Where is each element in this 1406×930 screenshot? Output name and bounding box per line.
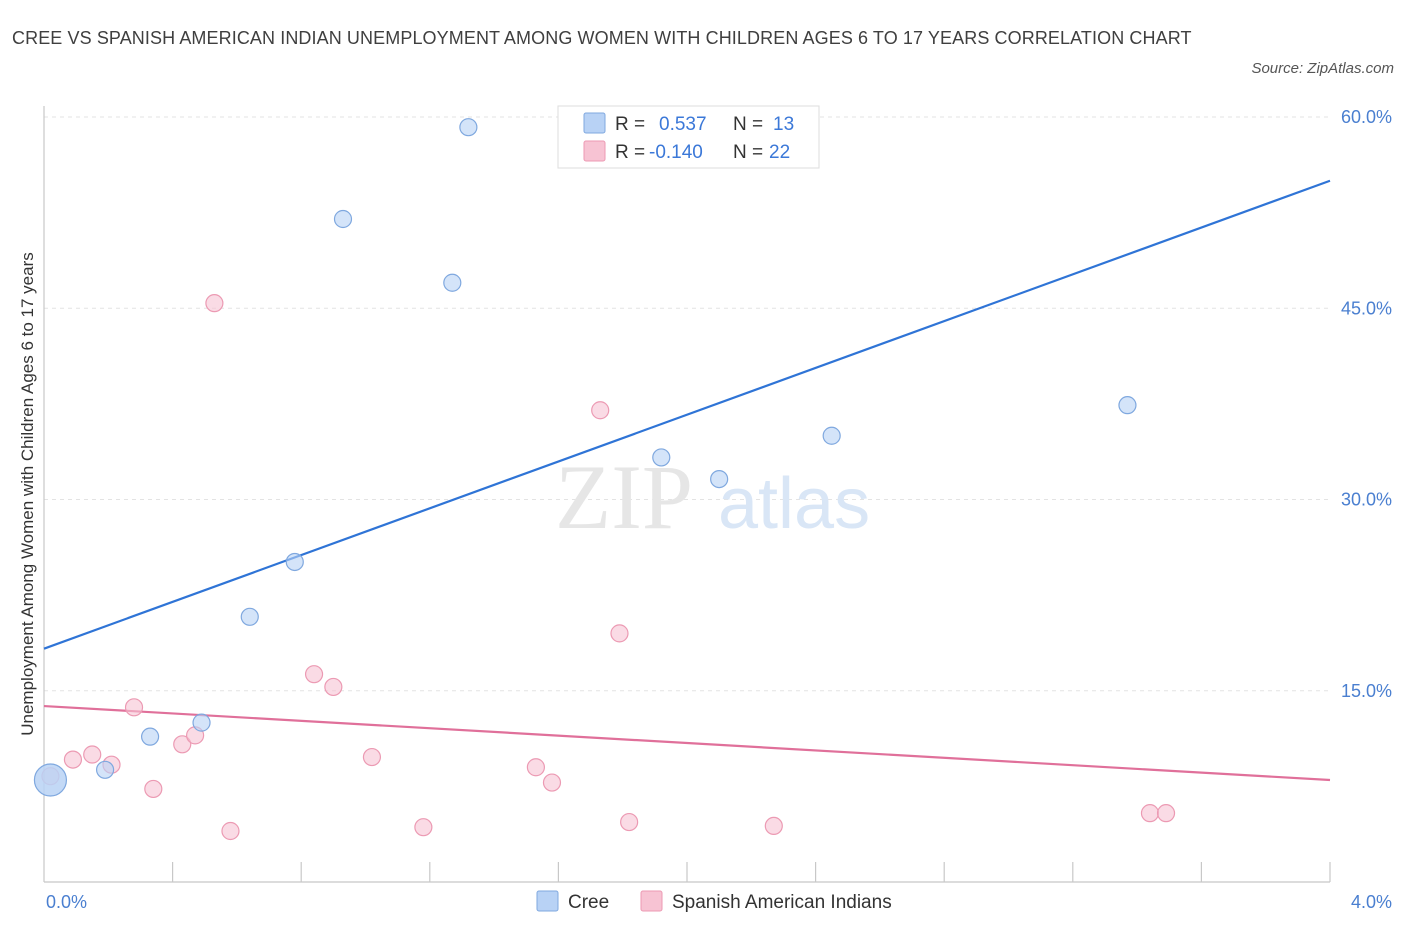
legend-r-label-spanish: R = [615, 142, 645, 163]
point-spanish-8 [205, 294, 224, 313]
source-label: Source: ZipAtlas.com [1251, 60, 1394, 77]
trend-line-spanish [43, 704, 1331, 782]
data-points [33, 118, 1176, 841]
point-cree-3 [192, 713, 211, 732]
watermark: ZIP atlas [555, 446, 870, 548]
point-spanish-6 [173, 735, 192, 754]
y-tick-labels: 15.0% 30.0% 45.0% 60.0% [1341, 107, 1392, 701]
point-cree-2 [140, 727, 160, 746]
point-spanish-20 [1140, 804, 1160, 823]
point-spanish-10 [304, 665, 324, 684]
point-cree-9 [652, 448, 671, 467]
legend-swatch-cree [583, 112, 606, 134]
bottom-legend-swatch-spanish [640, 890, 663, 912]
point-spanish-14 [526, 758, 545, 777]
chart-title: CREE VS SPANISH AMERICAN INDIAN UNEMPLOY… [12, 28, 1192, 48]
legend-n-label-cree: N = [733, 114, 763, 135]
legend-n-label-spanish: N = [733, 142, 763, 163]
point-spanish-15 [542, 773, 562, 792]
point-spanish-18 [620, 812, 639, 832]
point-spanish-21 [1156, 804, 1176, 823]
legend-box: R = 0.537 N = 13 R = -0.140 N = 22 [557, 105, 820, 169]
bottom-legend-label-spanish: Spanish American Indians [672, 892, 892, 913]
x-tick-labels: 0.0% 4.0% [46, 892, 1392, 912]
bottom-legend-swatch-cree [536, 890, 559, 912]
y-axis-title: Unemployment Among Women with Children A… [18, 252, 37, 736]
point-cree-8 [459, 118, 478, 137]
bottom-legend: Cree Spanish American Indians [536, 890, 892, 913]
watermark-zip: ZIP [555, 446, 693, 548]
x-tick-label-1: 4.0% [1351, 892, 1392, 912]
legend-r-label-cree: R = [615, 114, 645, 135]
point-spanish-12 [362, 747, 382, 767]
legend-r-value-spanish: -0.140 [649, 142, 703, 163]
point-spanish-2 [83, 745, 102, 764]
point-spanish-17 [610, 624, 629, 643]
trend-line-cree [43, 179, 1331, 650]
point-cree-12 [1118, 396, 1137, 415]
y-tick-label-3: 60.0% [1341, 107, 1392, 127]
point-spanish-4 [124, 698, 144, 717]
x-ticks [172, 862, 1331, 882]
legend-n-value-spanish: 22 [769, 142, 790, 163]
trend-lines [43, 179, 1331, 782]
bottom-legend-label-cree: Cree [568, 892, 609, 913]
point-spanish-13 [414, 818, 433, 837]
point-cree-4 [240, 607, 259, 626]
x-tick-label-0: 0.0% [46, 892, 87, 912]
watermark-atlas: atlas [718, 464, 870, 544]
point-cree-6 [333, 209, 353, 229]
point-spanish-5 [144, 779, 163, 799]
point-spanish-19 [764, 816, 783, 836]
point-spanish-11 [324, 677, 343, 697]
grid-lines [44, 116, 1330, 692]
legend-n-value-cree: 13 [773, 114, 794, 135]
point-cree-0 [33, 763, 68, 797]
y-tick-label-1: 30.0% [1341, 490, 1392, 510]
legend-r-value-cree: 0.537 [659, 114, 707, 135]
y-tick-label-2: 45.0% [1341, 298, 1392, 318]
point-spanish-9 [221, 821, 240, 841]
legend-swatch-spanish [583, 140, 606, 162]
point-cree-7 [443, 273, 462, 292]
point-cree-1 [95, 760, 115, 779]
point-cree-5 [285, 552, 304, 572]
point-cree-10 [710, 470, 729, 489]
point-cree-11 [822, 426, 841, 445]
y-tick-label-0: 15.0% [1341, 681, 1392, 701]
point-spanish-1 [63, 750, 83, 769]
point-spanish-16 [591, 401, 610, 420]
